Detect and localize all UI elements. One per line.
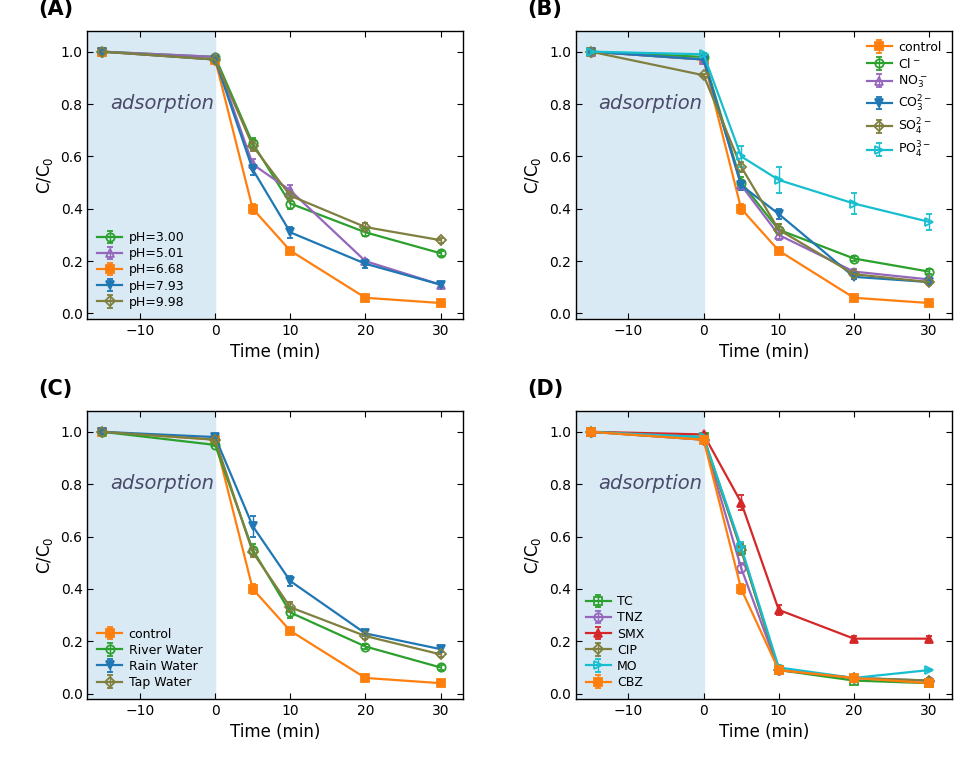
X-axis label: Time (min): Time (min) <box>719 343 809 361</box>
Text: (B): (B) <box>527 0 562 19</box>
Legend: TC, TNZ, SMX, CIP, MO, CBZ: TC, TNZ, SMX, CIP, MO, CBZ <box>582 591 649 693</box>
Text: adsorption: adsorption <box>110 94 214 113</box>
Text: (D): (D) <box>527 379 563 399</box>
Y-axis label: C/C$_0$: C/C$_0$ <box>523 536 544 574</box>
Text: (A): (A) <box>39 0 74 19</box>
Y-axis label: C/C$_0$: C/C$_0$ <box>35 536 55 574</box>
Text: adsorption: adsorption <box>598 94 702 113</box>
Text: (C): (C) <box>39 379 73 399</box>
Text: adsorption: adsorption <box>110 475 214 493</box>
Legend: control, Cl$^-$, NO$_3^-$, CO$_3^{2-}$, SO$_4^{2-}$, PO$_4^{3-}$: control, Cl$^-$, NO$_3^-$, CO$_3^{2-}$, … <box>863 37 946 164</box>
X-axis label: Time (min): Time (min) <box>230 343 320 361</box>
Y-axis label: C/C$_0$: C/C$_0$ <box>35 156 55 194</box>
Y-axis label: C/C$_0$: C/C$_0$ <box>523 156 544 194</box>
X-axis label: Time (min): Time (min) <box>719 723 809 741</box>
Legend: pH=3.00, pH=5.01, pH=6.68, pH=7.93, pH=9.98: pH=3.00, pH=5.01, pH=6.68, pH=7.93, pH=9… <box>93 227 188 313</box>
Text: adsorption: adsorption <box>598 475 702 493</box>
X-axis label: Time (min): Time (min) <box>230 723 320 741</box>
Legend: control, River Water, Rain Water, Tap Water: control, River Water, Rain Water, Tap Wa… <box>93 624 206 693</box>
